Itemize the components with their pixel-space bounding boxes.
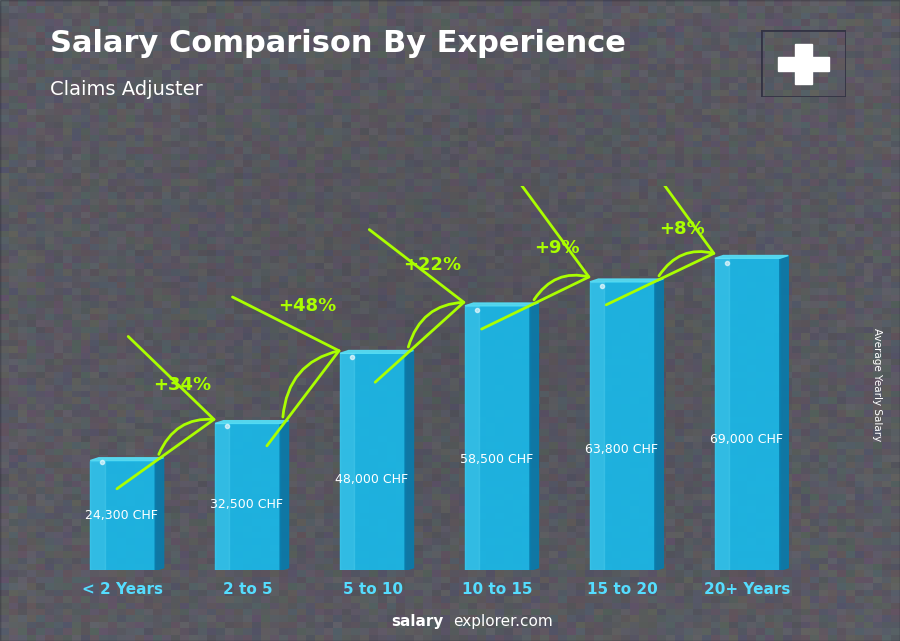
Bar bbox=[215, 424, 230, 570]
FancyArrowPatch shape bbox=[117, 337, 214, 489]
FancyArrowPatch shape bbox=[232, 297, 339, 446]
Polygon shape bbox=[405, 351, 413, 570]
Text: 63,800 CHF: 63,800 CHF bbox=[585, 443, 658, 456]
Polygon shape bbox=[155, 458, 164, 570]
Text: Claims Adjuster: Claims Adjuster bbox=[50, 80, 202, 99]
Text: Salary Comparison By Experience: Salary Comparison By Experience bbox=[50, 29, 625, 58]
Bar bbox=[590, 282, 655, 570]
Polygon shape bbox=[90, 458, 164, 460]
Polygon shape bbox=[655, 279, 663, 570]
Text: +34%: +34% bbox=[153, 376, 211, 394]
Polygon shape bbox=[779, 256, 788, 570]
Polygon shape bbox=[590, 279, 663, 282]
Text: +22%: +22% bbox=[403, 256, 461, 274]
Text: 69,000 CHF: 69,000 CHF bbox=[710, 433, 783, 446]
Polygon shape bbox=[280, 420, 289, 570]
Polygon shape bbox=[530, 303, 538, 570]
FancyArrowPatch shape bbox=[369, 229, 464, 382]
Text: 48,000 CHF: 48,000 CHF bbox=[335, 473, 409, 486]
Bar bbox=[715, 258, 729, 570]
Text: 24,300 CHF: 24,300 CHF bbox=[86, 509, 158, 522]
Polygon shape bbox=[215, 420, 289, 424]
Bar bbox=[340, 353, 355, 570]
Text: Average Yearly Salary: Average Yearly Salary bbox=[872, 328, 883, 441]
Bar bbox=[465, 306, 530, 570]
FancyArrowPatch shape bbox=[482, 181, 589, 329]
Bar bbox=[90, 460, 155, 570]
FancyArrowPatch shape bbox=[607, 157, 714, 305]
Text: explorer.com: explorer.com bbox=[453, 615, 553, 629]
Bar bbox=[90, 460, 104, 570]
Text: +48%: +48% bbox=[278, 297, 336, 315]
Text: 58,500 CHF: 58,500 CHF bbox=[460, 453, 534, 466]
Bar bbox=[340, 353, 405, 570]
Text: salary: salary bbox=[392, 615, 444, 629]
Bar bbox=[795, 44, 812, 84]
Text: +8%: +8% bbox=[659, 220, 705, 238]
Polygon shape bbox=[340, 351, 413, 353]
Bar bbox=[465, 306, 480, 570]
Text: +9%: +9% bbox=[534, 239, 580, 257]
Bar bbox=[715, 258, 779, 570]
Polygon shape bbox=[715, 256, 788, 258]
Bar bbox=[215, 424, 280, 570]
Bar bbox=[778, 57, 829, 71]
Text: 32,500 CHF: 32,500 CHF bbox=[211, 498, 284, 511]
Bar bbox=[590, 282, 604, 570]
Polygon shape bbox=[465, 303, 538, 306]
